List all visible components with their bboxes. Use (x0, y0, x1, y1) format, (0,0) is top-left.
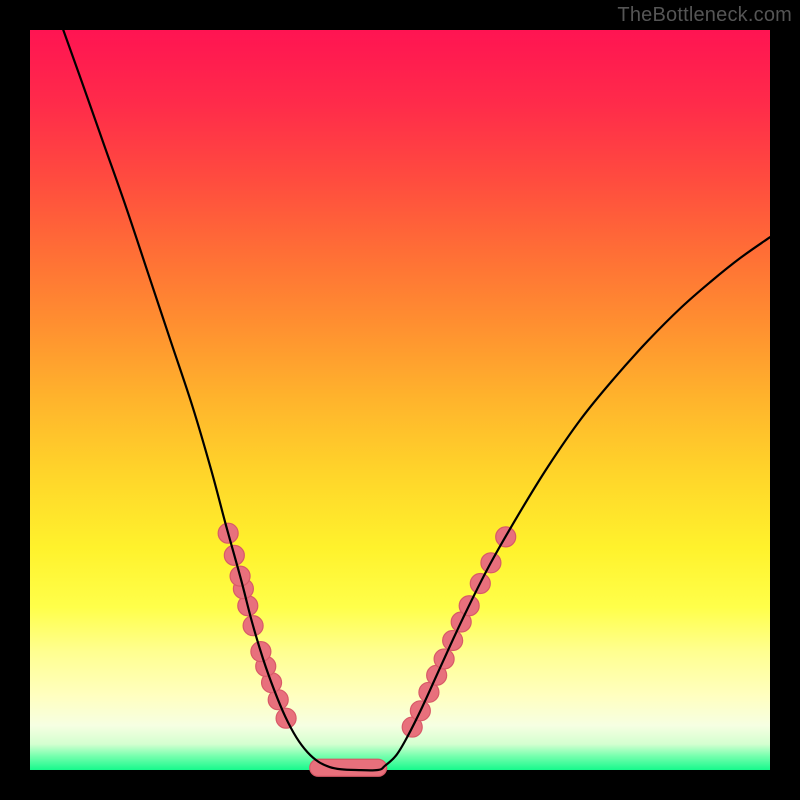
watermark-text: TheBottleneck.com (617, 4, 792, 27)
marker-bottom-bar (310, 759, 387, 776)
plot-background (30, 30, 770, 770)
chart-container: TheBottleneck.com (0, 0, 800, 800)
data-marker-bar (310, 759, 387, 776)
bottleneck-curve-chart (0, 0, 800, 800)
